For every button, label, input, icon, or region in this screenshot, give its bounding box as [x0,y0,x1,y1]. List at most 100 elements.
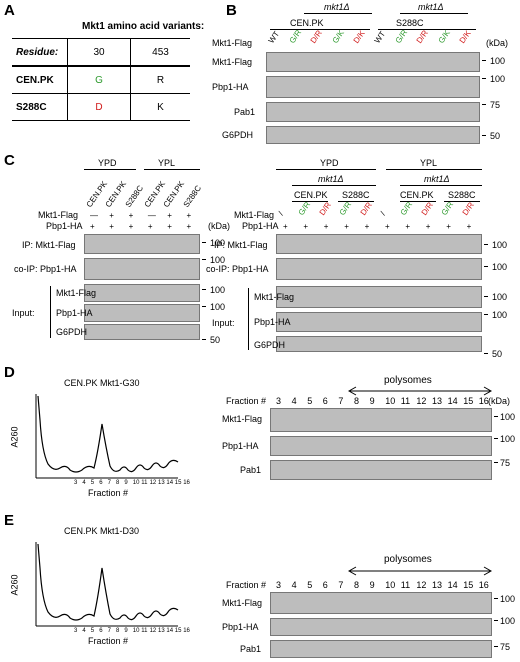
d-kda: (kDa) [488,396,510,406]
d-row-mkt1: Mkt1-Flag [222,414,263,424]
panelE-blot-fraction: 11 [400,580,411,590]
cr-coip-label: co-IP: Pbp1-HA [206,264,269,274]
cr-blot-pbp [276,312,482,332]
b-lane-label: G/R [393,28,410,45]
cl-mkt1-label: Mkt1-Flag [38,210,79,220]
d-row-pbp1: Pbp1-HA [222,441,259,451]
b-lane-label: WT [372,29,388,45]
b-marker-4: 50 [490,131,501,141]
cl-pbp1-sign: + [90,222,95,231]
panelD-axis-fraction: 6 [99,480,103,486]
cl-media-ypl: YPL [158,158,176,168]
cr-mkt1-sign: G/R [399,200,415,217]
cl-mkt-label: Mkt1-Flag [56,288,97,298]
panelD-blot-fraction: 9 [369,396,375,406]
s288c-453: K [130,93,190,121]
e-polysomes: polysomes [384,554,432,565]
cl-marker-3: 100 [210,285,226,295]
cr-strain-4: S288C [448,190,476,200]
e-trace [37,543,179,621]
cr-marker-4: 100 [492,310,508,320]
panelE-axis-fraction: 14 [166,628,174,634]
panelD-axis-fraction: 4 [82,480,86,486]
panelD-axis-fraction: 16 [183,480,190,486]
panelE-blot-fraction: 9 [369,580,375,590]
b-lane-label: G/K [436,28,452,45]
cl-pbp1-sign: + [186,222,192,231]
cr-mkt1-label: Mkt1-Flag [234,210,275,220]
panelD-blot-fraction: 11 [400,396,411,406]
d-polysome-arrow [347,386,493,396]
panelE-axis-fraction: 7 [107,628,111,634]
panel-a-title: Mkt1 amino acid variants: [82,21,205,32]
panel-d-letter: D [4,364,15,381]
d-fraction-label: Fraction # [226,396,267,406]
e-blot-mkt1 [270,592,492,614]
panelE-axis-fraction: 12 [149,628,157,634]
cr-pbp1-sign: + [283,222,288,231]
b-lane-label: G/K [330,28,346,45]
b-label-mkt1: Mkt1-Flag [212,57,253,67]
panelE-blot-fraction: 5 [307,580,313,590]
panelE-blot-fraction: 10 [385,580,396,590]
b-strain-s288c: S288C [396,18,424,28]
cl-kda: (kDa) [208,221,230,231]
d-xlabel: Fraction # [88,488,129,498]
col-453: 453 [130,38,190,67]
d-row-pab1: Pab1 [240,465,262,475]
cr-mkt1-sign: G/R [337,200,354,217]
panelD-axis-fraction: 3 [74,480,78,486]
panelE-axis-fraction: 15 [174,628,182,634]
b-marker-1: 100 [490,56,506,66]
cl-mkt1-sign: + [186,211,192,220]
s288c-30: D [67,93,131,121]
panelD-axis-fraction: 14 [166,480,174,486]
panelE-blot-fraction: 12 [416,580,427,590]
e-profile [35,542,179,627]
e-blot-pbp1 [270,618,492,636]
e-row-pbp1: Pbp1-HA [222,622,259,632]
cr-mkt1-sign: / [378,210,388,217]
cr-pbp1-sign: + [425,222,431,231]
b-blot-mkt1 [266,52,480,72]
cl-pbp1-sign: + [167,222,172,231]
cr-strain-1: CEN.PK [294,190,328,200]
cenpk-30: G [67,65,131,94]
d-blot-pab1 [270,460,492,480]
panelD-blot-fraction: 15 [463,396,474,406]
cl-marker-5: 50 [210,335,221,345]
panelE-blot-fraction: 16 [478,580,489,590]
cr-mkt1-sign: D/R [317,200,333,217]
panelD-axis-fraction: 5 [90,480,95,486]
e-marker-3: 75 [500,642,511,652]
panelE-blot-fraction: 7 [338,580,344,590]
cr-pbp1-sign: + [323,222,329,231]
cenpk-453: R [130,65,190,94]
b-blot-pab1 [266,102,480,122]
panelE-blot-fraction: 3 [276,580,282,590]
d-marker-1: 100 [500,412,516,422]
panelE-axis-fraction: 11 [141,628,148,634]
cl-mkt1-sign: + [167,211,172,220]
cr-strain-3: CEN.PK [400,190,434,200]
cr-mkt1-sign: G/R [297,200,313,217]
panelD-blot-fraction: 7 [338,396,344,406]
panelD-axis-fraction: 10 [132,480,140,486]
cl-ip-label: IP: Mkt1-Flag [22,240,76,250]
e-row-pab1: Pab1 [240,644,262,654]
panelE-axis-fraction: 10 [132,628,140,634]
cr-blot-ip [276,234,482,254]
e-xlabel: Fraction # [88,636,129,646]
e-polysome-arrow [347,566,493,576]
cl-coip-label: co-IP: Pbp1-HA [14,264,77,274]
panelD-axis-fraction: 15 [174,480,182,486]
cr-marker-2: 100 [492,262,508,272]
panelE-blot-fraction: 15 [463,580,474,590]
cl-pbp1-label: Pbp1-HA [46,221,83,231]
panelD-blot-fraction: 14 [447,396,458,406]
cr-mkt1-sign: D/R [419,200,435,217]
cr-blot-g6 [276,336,482,352]
row-s288c-label: S288C [12,93,68,121]
b-mkt1d-2: mkt1Δ [418,2,444,12]
cl-mkt1-sign: + [128,211,134,220]
